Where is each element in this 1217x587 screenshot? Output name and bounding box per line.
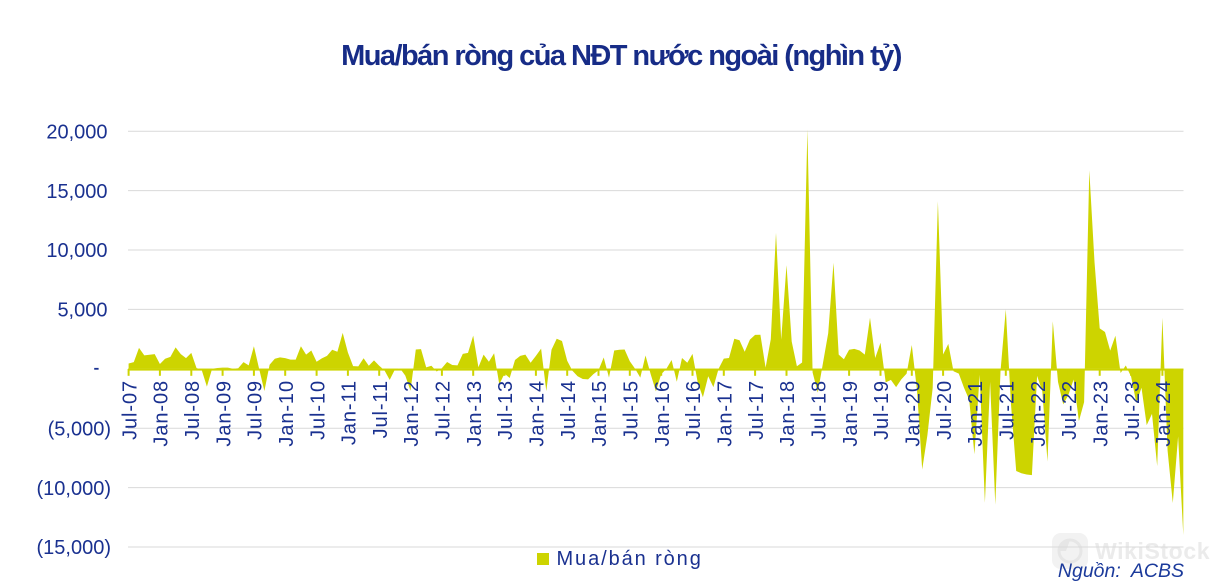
svg-text:Jan-08: Jan-08 <box>151 380 173 447</box>
svg-text:Jan-18: Jan-18 <box>777 380 799 447</box>
svg-text:Jan-13: Jan-13 <box>464 380 486 447</box>
svg-text:20,000: 20,000 <box>46 121 107 143</box>
svg-text:Jan-10: Jan-10 <box>276 380 298 447</box>
svg-text:Jan-17: Jan-17 <box>714 380 736 447</box>
svg-text:Jan-22: Jan-22 <box>1028 380 1050 447</box>
svg-text:Jul-10: Jul-10 <box>307 380 329 440</box>
svg-text:Jan-24: Jan-24 <box>1153 380 1175 447</box>
svg-text:Jul-12: Jul-12 <box>433 380 455 440</box>
svg-text:Jan-21: Jan-21 <box>965 380 987 447</box>
svg-text:Jan-19: Jan-19 <box>840 380 862 447</box>
svg-text:Jul-19: Jul-19 <box>871 380 893 440</box>
svg-text:Jan-12: Jan-12 <box>401 380 423 447</box>
svg-text:(15,000): (15,000) <box>37 537 112 559</box>
svg-text:(5,000): (5,000) <box>48 418 111 440</box>
svg-text:Jul-07: Jul-07 <box>119 380 141 440</box>
svg-text:Jan-23: Jan-23 <box>1090 380 1112 447</box>
svg-text:Jan-16: Jan-16 <box>652 380 674 447</box>
svg-text:Jul-08: Jul-08 <box>182 380 204 440</box>
svg-text:Jul-15: Jul-15 <box>620 380 642 440</box>
svg-text:Jan-11: Jan-11 <box>339 380 361 445</box>
svg-text:Jul-16: Jul-16 <box>683 380 705 440</box>
svg-text:Jul-09: Jul-09 <box>245 380 267 440</box>
svg-text:Jan-09: Jan-09 <box>213 380 235 447</box>
svg-text:Jul-21: Jul-21 <box>996 380 1018 440</box>
svg-text:Jul-22: Jul-22 <box>1059 380 1081 440</box>
svg-text:Jul-11: Jul-11 <box>370 380 392 438</box>
svg-text:5,000: 5,000 <box>57 300 107 322</box>
svg-text:Jul-17: Jul-17 <box>746 380 768 440</box>
svg-text:Jan-14: Jan-14 <box>527 380 549 447</box>
svg-text:Jul-14: Jul-14 <box>558 380 580 440</box>
svg-text:Jan-15: Jan-15 <box>589 380 611 447</box>
svg-text:Jul-20: Jul-20 <box>934 380 956 440</box>
svg-text:Jul-13: Jul-13 <box>495 380 517 440</box>
svg-text:Jan-20: Jan-20 <box>902 380 924 447</box>
svg-text:(10,000): (10,000) <box>37 478 112 500</box>
svg-text:Jul-23: Jul-23 <box>1122 380 1144 440</box>
svg-text:Jul-18: Jul-18 <box>808 380 830 440</box>
svg-text:15,000: 15,000 <box>46 181 107 203</box>
svg-text:10,000: 10,000 <box>46 240 107 262</box>
